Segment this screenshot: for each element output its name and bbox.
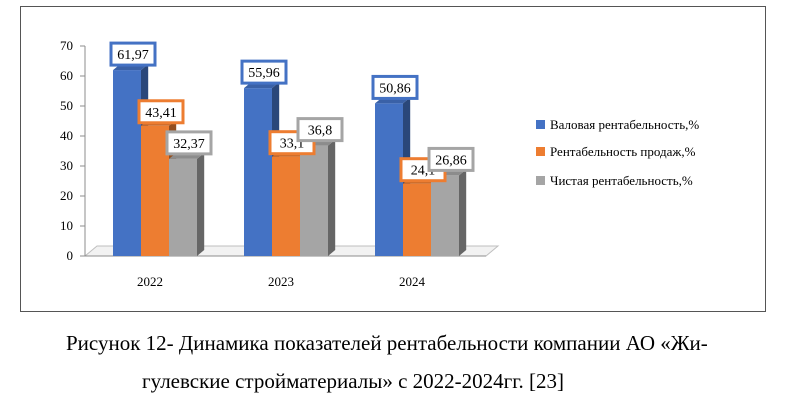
- data-label-box: [240, 59, 288, 85]
- legend-swatch: [536, 120, 545, 129]
- y-tick-label: 30: [60, 158, 73, 173]
- bar-side: [328, 139, 336, 256]
- legend-swatch: [536, 147, 545, 156]
- data-label: 32,37: [173, 137, 205, 152]
- data-label-box: [165, 130, 213, 156]
- data-label-box: [427, 146, 475, 172]
- y-tick-label: 40: [60, 128, 73, 143]
- y-tick-label: 0: [67, 248, 74, 263]
- data-label-box: [137, 99, 185, 125]
- data-label: 50,86: [379, 81, 411, 96]
- bar: [272, 156, 300, 256]
- legend-label: Чистая рентабельность,%: [550, 173, 693, 188]
- data-label-box: [109, 41, 157, 67]
- legend-swatch: [536, 176, 545, 185]
- data-label: 43,41: [145, 106, 177, 121]
- bar: [403, 183, 431, 256]
- y-tick-label: 20: [60, 188, 73, 203]
- bar: [169, 158, 197, 256]
- bar: [300, 145, 328, 256]
- legend-label: Рентабельность продаж,%: [550, 144, 696, 159]
- bar-side: [459, 169, 467, 256]
- bar-chart: 01020304050607061,9743,4132,3755,9633,13…: [60, 38, 699, 289]
- y-tick-label: 60: [60, 68, 73, 83]
- x-tick-label: 2024: [399, 274, 426, 289]
- bar: [244, 88, 272, 257]
- bar-side: [197, 152, 205, 256]
- bar: [113, 70, 141, 256]
- figure-caption-line-1: Рисунок 12- Динамика показателей рентабе…: [66, 331, 708, 355]
- data-label: 36,8: [308, 124, 333, 139]
- bar: [375, 103, 403, 256]
- bar: [141, 125, 169, 257]
- data-label: 55,96: [248, 66, 280, 81]
- data-label-box: [371, 74, 419, 100]
- data-label-box: [296, 117, 344, 143]
- y-tick-label: 50: [60, 98, 73, 113]
- data-label: 61,97: [117, 48, 149, 63]
- x-tick-label: 2022: [137, 274, 163, 289]
- x-tick-label: 2023: [268, 274, 294, 289]
- figure-caption-line-2: гулевские стройматериалы» с 2022-2024гг.…: [142, 369, 565, 393]
- y-tick-label: 10: [60, 218, 73, 233]
- bar: [431, 175, 459, 256]
- y-tick-label: 70: [60, 38, 73, 53]
- legend-label: Валовая рентабельность,%: [550, 117, 699, 132]
- data-label: 26,86: [435, 153, 467, 168]
